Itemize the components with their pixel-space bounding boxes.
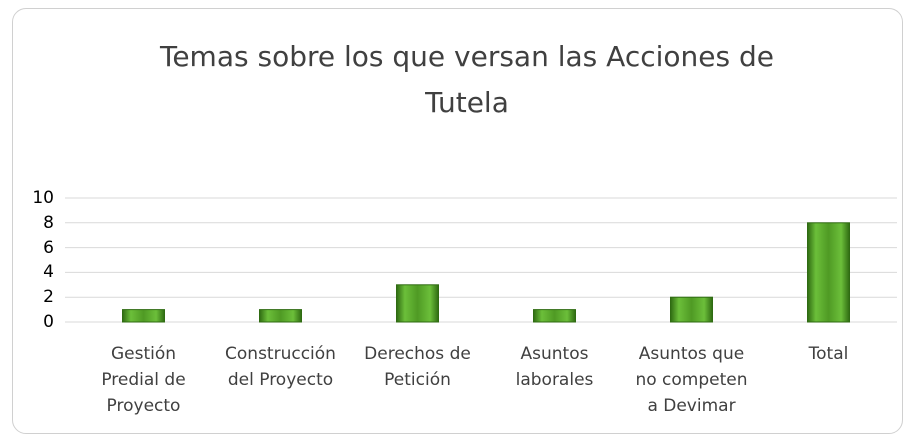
x-tick-label: Derechos de Petición [364, 344, 471, 390]
x-tick-label: Gestión Predial de Proyecto [101, 344, 186, 416]
y-tick-label: 2 [43, 287, 54, 308]
y-tick-label: 0 [43, 312, 54, 332]
chart-frame [12, 8, 903, 434]
bar [807, 222, 850, 323]
y-tick-label: 8 [43, 212, 54, 233]
x-tick-label: Asuntos que no competen a Devimar [635, 344, 748, 416]
bar [259, 309, 302, 323]
x-tick-label: Asuntos laborales [515, 344, 594, 390]
x-tick-label: Total [808, 344, 849, 364]
y-tick-label: 6 [43, 237, 54, 258]
x-tick-label: Construcción del Proyecto [225, 344, 336, 390]
bar [670, 296, 713, 323]
bar [122, 309, 165, 323]
chart-title: Temas sobre los que versan las Acciones … [159, 40, 774, 119]
bar [533, 309, 576, 323]
y-tick-label: 4 [43, 262, 54, 283]
y-tick-label: 10 [32, 188, 54, 208]
bar [396, 284, 439, 323]
